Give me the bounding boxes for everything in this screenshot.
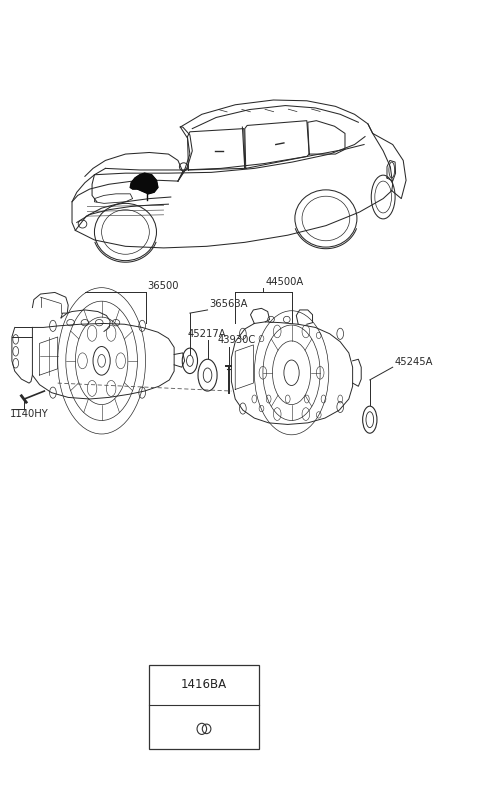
FancyBboxPatch shape [149,666,259,749]
Text: 36500: 36500 [147,281,179,290]
Polygon shape [130,173,158,194]
Text: 44500A: 44500A [265,277,303,286]
Text: 1416BA: 1416BA [181,678,227,691]
Text: 43930C: 43930C [218,335,256,345]
Text: 45245A: 45245A [394,358,432,367]
Text: 36563A: 36563A [209,299,248,309]
Text: 1140HY: 1140HY [10,409,49,418]
Text: 45217A: 45217A [188,329,226,338]
